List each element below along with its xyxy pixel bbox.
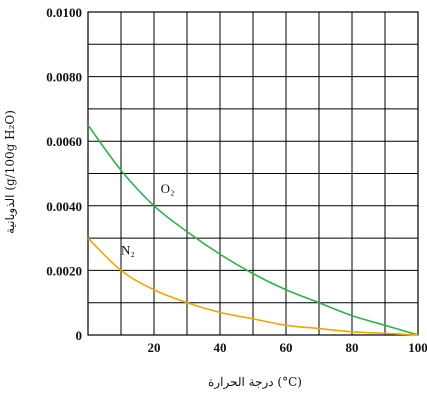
grid xyxy=(87,11,419,336)
x-tick-label: 100 xyxy=(408,340,427,355)
y-axis-label: الذوبانية (g/100g H₂O) xyxy=(3,110,17,234)
series-label-n2: N₂ xyxy=(121,242,135,257)
x-tick-label: 60 xyxy=(280,340,293,355)
x-tick-label: 20 xyxy=(148,340,161,355)
series-line-n2 xyxy=(87,237,419,336)
x-axis-label: درجة الحرارة (°C) xyxy=(208,375,302,389)
y-tick-label: 0.0040 xyxy=(46,199,82,214)
x-tick-label: 40 xyxy=(214,340,227,355)
y-tick-label: 0.0060 xyxy=(46,134,82,149)
y-tick-label: 0.0080 xyxy=(46,70,82,85)
x-tick-label: 80 xyxy=(346,340,359,355)
series-label-o2: O₂ xyxy=(161,181,175,196)
y-tick-label: 0.0020 xyxy=(46,263,82,278)
series-layer xyxy=(87,124,419,336)
tick-labels: 20 40 60 80 100 0 0.0020 0.0040 0.0060 0.0080 0.01… xyxy=(46,5,427,355)
y-tick-label: 0.0100 xyxy=(46,5,82,20)
series-line-o2 xyxy=(87,124,419,336)
y-tick-label: 0 xyxy=(76,328,83,343)
